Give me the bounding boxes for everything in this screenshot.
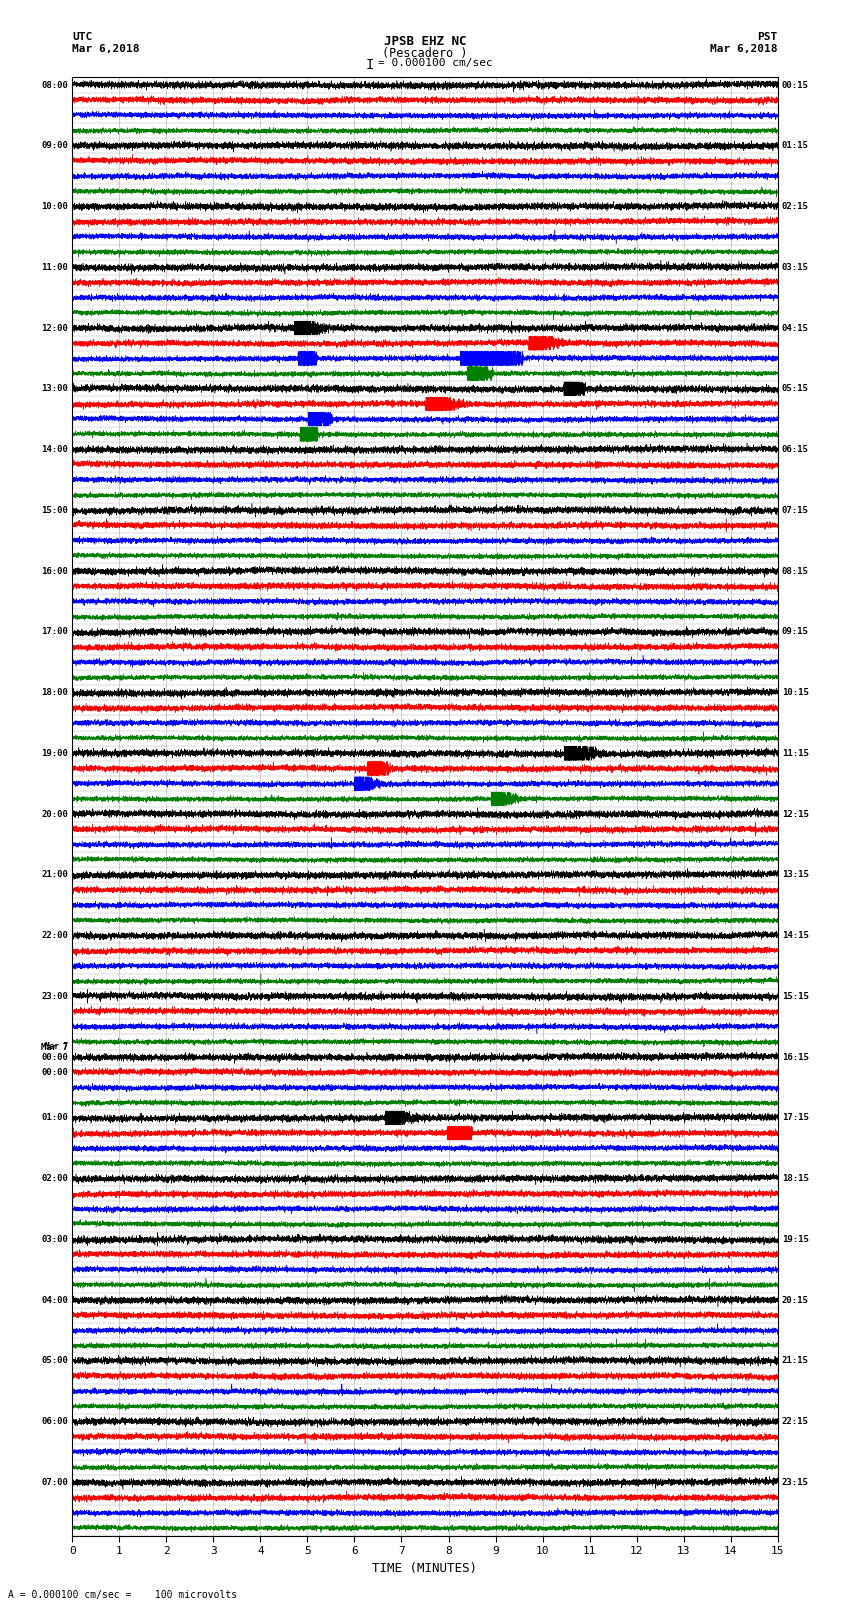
Text: 13:00: 13:00	[41, 384, 68, 394]
Text: 18:15: 18:15	[782, 1174, 809, 1182]
Text: I: I	[366, 58, 374, 73]
Text: 07:00: 07:00	[41, 1478, 68, 1487]
Text: 09:00: 09:00	[41, 142, 68, 150]
Text: 01:00: 01:00	[41, 1113, 68, 1123]
Text: 05:15: 05:15	[782, 384, 809, 394]
Text: 00:15: 00:15	[782, 81, 809, 89]
Text: JPSB EHZ NC: JPSB EHZ NC	[383, 35, 467, 48]
Text: 20:00: 20:00	[41, 810, 68, 818]
Text: UTC: UTC	[72, 32, 93, 42]
Text: 20:15: 20:15	[782, 1295, 809, 1305]
Text: 11:15: 11:15	[782, 748, 809, 758]
Text: 19:15: 19:15	[782, 1236, 809, 1244]
Text: 15:15: 15:15	[782, 992, 809, 1000]
Text: 00:00: 00:00	[41, 1053, 68, 1061]
Text: 17:15: 17:15	[782, 1113, 809, 1123]
Text: 19:00: 19:00	[41, 748, 68, 758]
Text: 16:15: 16:15	[782, 1053, 809, 1061]
Text: 17:00: 17:00	[41, 627, 68, 636]
Text: 21:15: 21:15	[782, 1357, 809, 1365]
Text: Mar 6,2018: Mar 6,2018	[72, 44, 139, 53]
Text: 12:15: 12:15	[782, 810, 809, 818]
Text: 04:00: 04:00	[41, 1295, 68, 1305]
Text: 08:15: 08:15	[782, 566, 809, 576]
Text: 22:15: 22:15	[782, 1418, 809, 1426]
Text: 03:00: 03:00	[41, 1236, 68, 1244]
Text: A = 0.000100 cm/sec =    100 microvolts: A = 0.000100 cm/sec = 100 microvolts	[8, 1590, 238, 1600]
Text: 02:00: 02:00	[41, 1174, 68, 1182]
Text: 07:15: 07:15	[782, 506, 809, 515]
Text: Mar 6,2018: Mar 6,2018	[711, 44, 778, 53]
Text: 23:15: 23:15	[782, 1478, 809, 1487]
Text: PST: PST	[757, 32, 778, 42]
Text: 04:15: 04:15	[782, 324, 809, 332]
Text: 10:00: 10:00	[41, 202, 68, 211]
Text: 18:00: 18:00	[41, 689, 68, 697]
Text: 05:00: 05:00	[41, 1357, 68, 1365]
Text: Mar 7: Mar 7	[41, 1044, 68, 1052]
Text: 21:00: 21:00	[41, 871, 68, 879]
Text: 02:15: 02:15	[782, 202, 809, 211]
Text: 23:00: 23:00	[41, 992, 68, 1000]
Text: 09:15: 09:15	[782, 627, 809, 636]
Text: 14:15: 14:15	[782, 931, 809, 940]
Text: = 0.000100 cm/sec: = 0.000100 cm/sec	[378, 58, 493, 68]
Text: 13:15: 13:15	[782, 871, 809, 879]
Text: 22:00: 22:00	[41, 931, 68, 940]
Text: 03:15: 03:15	[782, 263, 809, 271]
Text: 12:00: 12:00	[41, 324, 68, 332]
Text: 15:00: 15:00	[41, 506, 68, 515]
Text: 01:15: 01:15	[782, 142, 809, 150]
Text: 06:00: 06:00	[41, 1418, 68, 1426]
Text: 11:00: 11:00	[41, 263, 68, 271]
Text: 08:00: 08:00	[41, 81, 68, 89]
Text: 16:00: 16:00	[41, 566, 68, 576]
Text: Mar 7: Mar 7	[45, 1042, 68, 1050]
X-axis label: TIME (MINUTES): TIME (MINUTES)	[372, 1561, 478, 1574]
Text: 14:00: 14:00	[41, 445, 68, 453]
Text: (Pescadero ): (Pescadero )	[382, 47, 468, 60]
Text: 06:15: 06:15	[782, 445, 809, 453]
Text: 10:15: 10:15	[782, 689, 809, 697]
Text: 00:00: 00:00	[41, 1068, 68, 1077]
